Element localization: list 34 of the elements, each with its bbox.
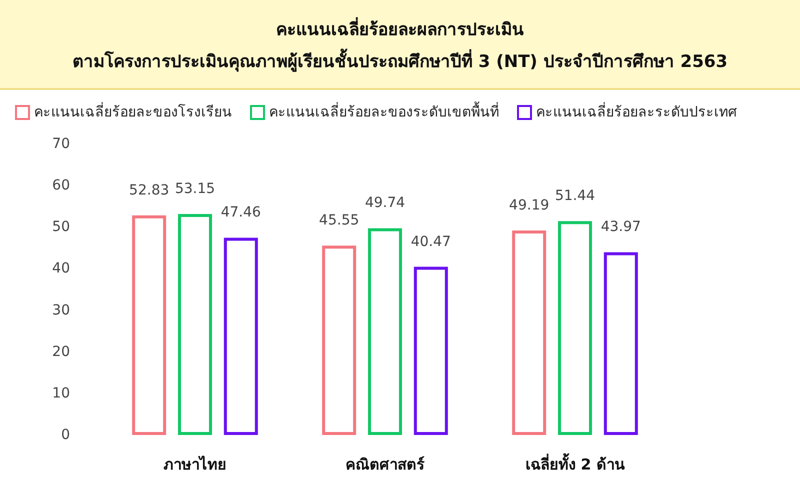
data-label: 43.97 xyxy=(600,219,641,236)
y-tick-label: 0 xyxy=(61,427,70,443)
y-tick-label: 30 xyxy=(52,302,70,318)
data-label: 51.44 xyxy=(554,188,596,204)
chart-title: คะแนนเฉลี่ยร้อยละผลการประเมิน xyxy=(275,16,525,42)
bar xyxy=(558,221,592,435)
bar xyxy=(322,246,356,435)
legend-label: คะแนนเฉลี่ยร้อยละระดับประเทศ xyxy=(536,102,737,120)
y-tick-label: 20 xyxy=(52,344,70,360)
data-label: 49.19 xyxy=(509,198,550,214)
bar xyxy=(604,252,638,435)
chart-subtitle: ตามโครงการประเมินคุณภาพผู้เรียนชั้นประถมศึกษาปีที่ 3 (NT) ประจำปีการศึกษา 2563 xyxy=(71,48,729,74)
legend-label: คะแนนเฉลี่ยร้อยละของโรงเรียน xyxy=(34,102,232,120)
bar xyxy=(368,228,402,435)
x-tick-label: คณิตศาสตร์ xyxy=(346,456,426,474)
bar xyxy=(132,215,166,435)
data-label: 49.74 xyxy=(364,195,406,212)
data-label: 52.83 xyxy=(129,182,170,198)
bar xyxy=(414,266,448,435)
bar xyxy=(224,238,258,435)
data-label: 47.46 xyxy=(220,204,262,221)
x-tick-label: เฉลี่ยทั้ง 2 ด้าน xyxy=(526,452,626,474)
y-tick-label: 70 xyxy=(52,136,70,152)
y-tick-label: 10 xyxy=(52,385,70,402)
bar xyxy=(178,214,212,435)
legend-label: คะแนนเฉลี่ยร้อยละของระดับเขตพื้นที่ xyxy=(269,102,499,120)
bar xyxy=(512,230,546,435)
data-label: 40.47 xyxy=(410,234,451,250)
data-label: 53.15 xyxy=(174,181,216,198)
y-tick-label: 50 xyxy=(52,219,70,236)
y-tick-label: 60 xyxy=(52,178,70,194)
y-tick-label: 40 xyxy=(52,260,70,277)
x-tick-label: ภาษาไทย xyxy=(164,454,226,474)
data-label: 45.55 xyxy=(319,212,360,229)
